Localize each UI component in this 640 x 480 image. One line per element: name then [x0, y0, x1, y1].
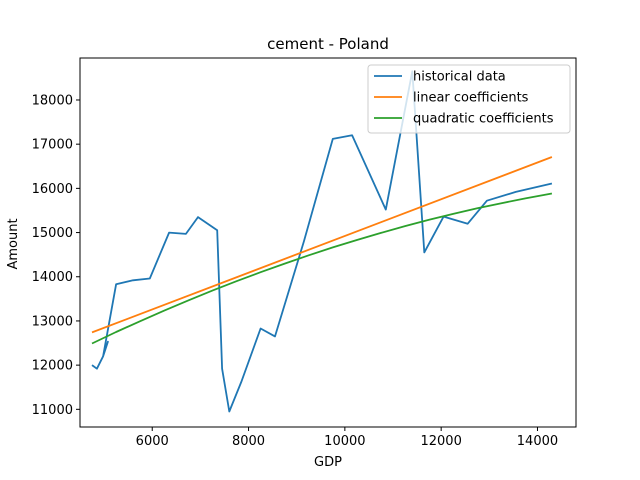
x-tick-label: 12000: [420, 434, 461, 449]
y-tick-label: 14000: [32, 270, 73, 285]
y-tick-label: 12000: [32, 359, 73, 374]
x-axis-label: GDP: [314, 455, 342, 470]
legend-label-quadratic-coefficients: quadratic coefficients: [413, 112, 554, 127]
legend: historical data linear coefficients quadra…: [367, 64, 571, 134]
x-tick-label: 8000: [232, 434, 265, 449]
axes-frame: [79, 57, 577, 428]
series-line-linear-coefficients: [91, 156, 553, 334]
y-tick-label: 13000: [32, 314, 73, 329]
y-tick-label: 15000: [32, 226, 73, 241]
series-line-historical-data: [91, 70, 553, 413]
x-tick-label: 14000: [517, 434, 558, 449]
legend-label-historical-data: historical data: [413, 70, 506, 85]
y-tick-label: 16000: [32, 182, 73, 197]
y-tick-label: 18000: [32, 93, 73, 108]
x-tick-label: 6000: [136, 434, 169, 449]
series-line-quadratic-coefficients: [91, 192, 553, 345]
chart-title: cement - Poland: [267, 35, 389, 53]
y-axis-label: Amount: [6, 218, 21, 269]
y-tick-label: 11000: [32, 403, 73, 418]
y-tick-label: 17000: [32, 138, 73, 153]
y-axis: 11000 12000 13000 14000 15000 16000 17000 18000: [32, 93, 80, 418]
x-axis: 6000 8000 10000 12000 14000: [136, 427, 558, 449]
legend-label-linear-coefficients: linear coefficients: [413, 91, 529, 106]
x-tick-label: 10000: [324, 434, 365, 449]
legend-box: [367, 64, 571, 134]
plot-area: [79, 57, 577, 428]
